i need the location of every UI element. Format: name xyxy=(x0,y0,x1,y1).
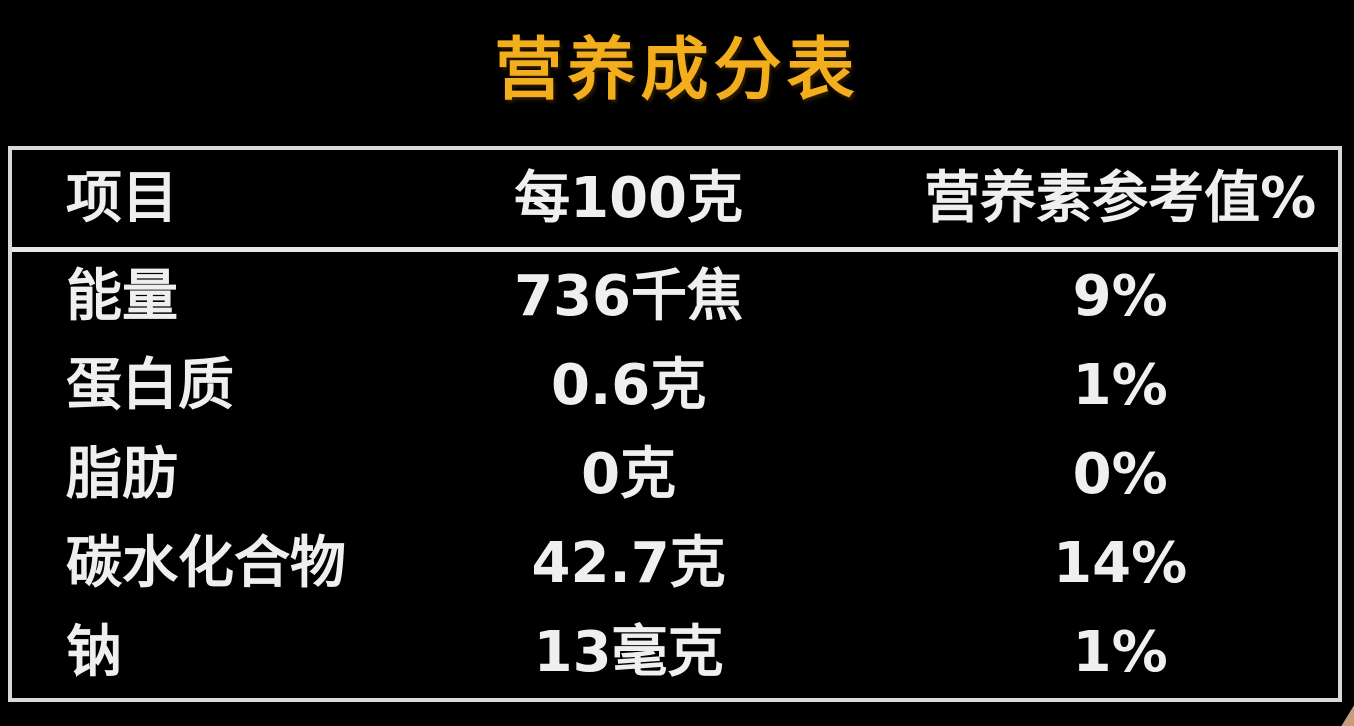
column-header-nrv: 营养素参考值% xyxy=(924,165,1317,231)
row-per100g: 42.7克 xyxy=(531,531,726,597)
photo-corner-artifact xyxy=(1341,705,1354,726)
row-nrv-percent: 1% xyxy=(1072,620,1168,686)
row-per100g: 736千焦 xyxy=(514,263,744,329)
row-item-label: 钠 xyxy=(66,620,122,686)
column-header-item: 项目 xyxy=(66,165,178,231)
row-item-label: 蛋白质 xyxy=(66,352,234,418)
table-row-sodium: 钠 13毫克 1% xyxy=(12,609,1338,698)
page-title: 营养成分表 xyxy=(494,31,860,110)
row-per100g: 0.6克 xyxy=(550,352,707,418)
row-item-label: 脂肪 xyxy=(66,442,178,507)
row-nrv-percent: 14% xyxy=(1053,531,1188,597)
table-row-protein: 蛋白质 0.6克 1% xyxy=(12,341,1338,430)
column-header-per100g: 每100克 xyxy=(514,165,744,231)
header-divider xyxy=(12,247,1338,252)
row-item-label: 能量 xyxy=(66,263,178,329)
row-item-label: 碳水化合物 xyxy=(66,531,346,597)
row-nrv-percent: 9% xyxy=(1072,263,1168,329)
table-row-carbohydrate: 碳水化合物 42.7克 14% xyxy=(12,520,1338,609)
table-row-energy: 能量 736千焦 9% xyxy=(12,252,1338,341)
row-per100g: 13毫克 xyxy=(533,620,724,686)
table-header-row: 项目 每100克 营养素参考值% xyxy=(12,150,1338,247)
nutrition-table: 项目 每100克 营养素参考值% 能量 736千焦 9% 蛋白质 0.6克 1%… xyxy=(8,146,1342,702)
row-nrv-percent: 1% xyxy=(1072,352,1168,418)
table-row-fat: 脂肪 0克 0% xyxy=(12,430,1338,519)
row-nrv-percent: 0% xyxy=(1072,442,1168,507)
row-per100g: 0克 xyxy=(581,442,677,507)
